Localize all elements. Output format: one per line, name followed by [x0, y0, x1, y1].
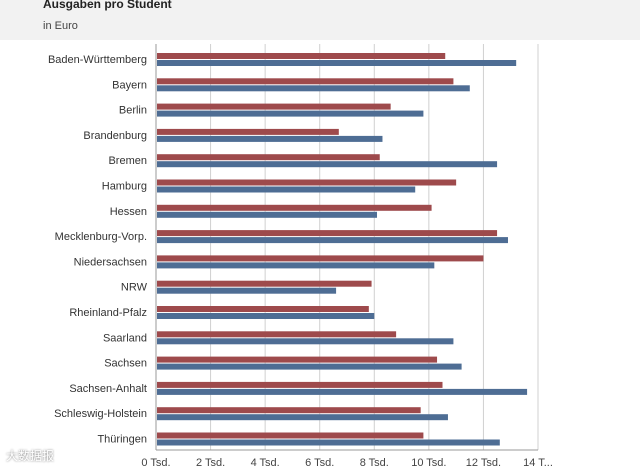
- bar: [157, 439, 500, 446]
- x-tick-label: 14 T...: [523, 457, 553, 469]
- category-label: Saarland: [103, 332, 147, 344]
- bar: [157, 381, 443, 388]
- bar: [157, 60, 517, 66]
- category-labels: Baden-Württemberg Bayern Berlin Brandenburg…: [48, 54, 148, 446]
- category-label: NRW: [121, 282, 148, 294]
- category-label: Berlin: [119, 105, 147, 117]
- category-label: Bremen: [108, 155, 147, 167]
- bar: [157, 356, 438, 363]
- category-label: Baden-Württemberg: [48, 54, 147, 66]
- x-tick-label: 6 Tsd.: [305, 457, 334, 469]
- bar: [157, 338, 454, 345]
- x-tick-label: 10 Tsd.: [411, 457, 446, 469]
- category-label: Niedersachsen: [74, 256, 147, 268]
- category-label: Mecklenburg-Vorp.: [55, 231, 147, 243]
- x-tick-label: 4 Tsd.: [251, 457, 280, 469]
- bar: [157, 110, 424, 117]
- bar: [157, 331, 397, 338]
- bar: [157, 280, 372, 287]
- category-label: Schleswig-Holstein: [54, 408, 147, 420]
- bars: [157, 53, 528, 446]
- category-label: Bayern: [112, 79, 147, 91]
- bar: [157, 179, 457, 186]
- bar: [157, 154, 380, 161]
- x-axis-ticks: 0 Tsd. 2 Tsd. 4 Tsd. 6 Tsd. 8 Tsd. 10 Tsd. 12 …: [141, 457, 552, 469]
- bar: [157, 103, 391, 110]
- bar: [157, 237, 508, 244]
- bar: [157, 204, 432, 211]
- category-label: Hessen: [110, 206, 147, 218]
- chart-subtitle: in Euro: [43, 20, 78, 32]
- bar: [157, 211, 378, 218]
- bar: [157, 262, 435, 269]
- header-bar: [0, 0, 640, 40]
- category-label: Sachsen: [104, 358, 147, 370]
- bar: [157, 128, 339, 135]
- bar: [157, 287, 337, 294]
- bar: [157, 388, 528, 395]
- bar: [157, 53, 446, 59]
- watermark: 大数据报: [6, 449, 55, 463]
- bar: [157, 186, 416, 193]
- x-tick-label: 0 Tsd.: [141, 457, 170, 469]
- category-label: Thüringen: [97, 434, 147, 446]
- category-label: Hamburg: [102, 181, 147, 193]
- bar: [157, 407, 421, 414]
- chart-title: Ausgaben pro Student: [43, 0, 172, 11]
- bar: [157, 85, 470, 92]
- bar: [157, 255, 484, 262]
- bar: [157, 230, 498, 237]
- category-label: Brandenburg: [83, 130, 147, 142]
- bar: [157, 161, 498, 168]
- x-tick-label: 12 Tsd.: [466, 457, 501, 469]
- bar: [157, 306, 369, 312]
- category-label: Rheinland-Pfalz: [69, 307, 147, 319]
- x-tick-label: 8 Tsd.: [360, 457, 389, 469]
- bar: [157, 135, 383, 142]
- bar: [157, 78, 454, 85]
- category-label: Sachsen-Anhalt: [69, 383, 147, 395]
- x-tick-label: 2 Tsd.: [196, 457, 225, 469]
- bar: [157, 363, 462, 370]
- bar: [157, 432, 424, 439]
- bar: [157, 313, 375, 319]
- bar: [157, 414, 448, 421]
